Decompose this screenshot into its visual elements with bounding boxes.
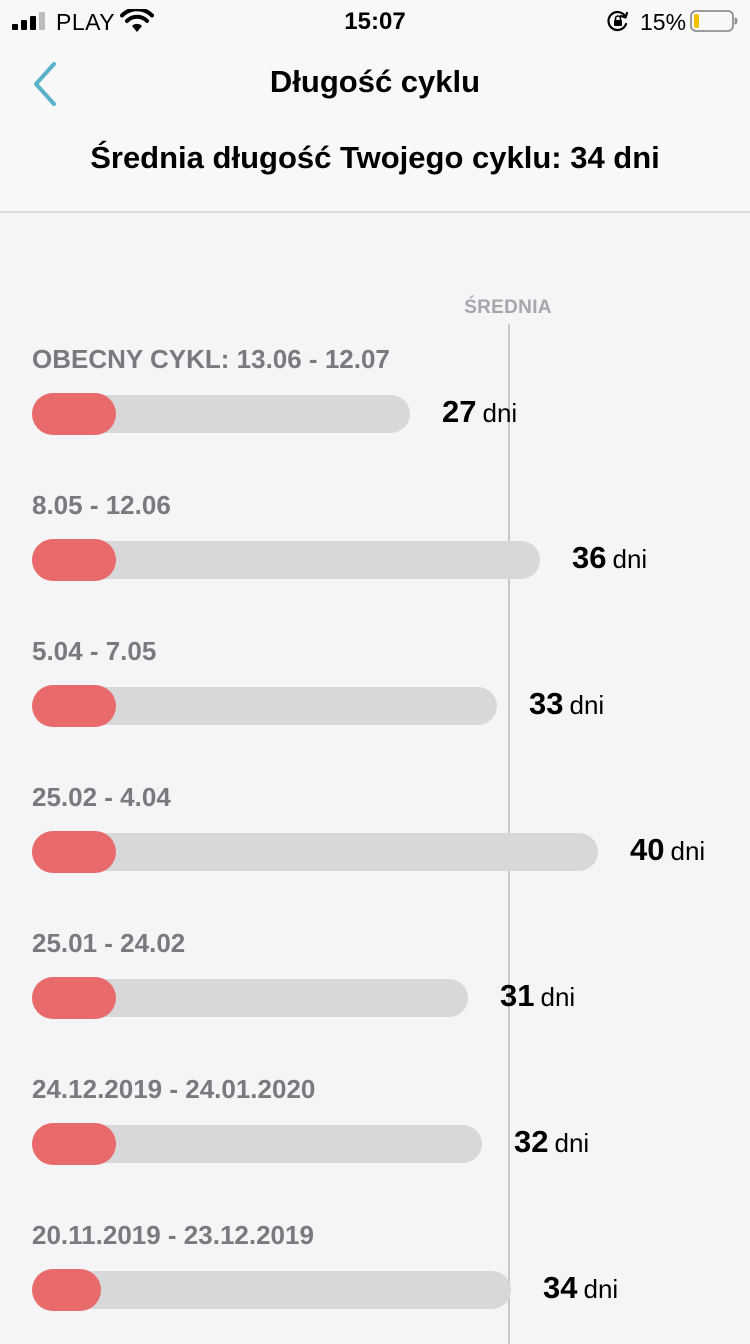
- cycle-length-bar: [32, 977, 468, 1019]
- cycle-row: 8.05 - 12.06 36 dni: [0, 490, 750, 610]
- cycle-date-range: OBECNY CYKL: 13.06 - 12.07: [32, 344, 390, 374]
- cycle-row: 5.04 - 7.05 33 dni: [0, 636, 750, 756]
- cycle-length-bar: [32, 539, 540, 581]
- cycle-length-value: 27 dni: [442, 394, 517, 430]
- period-segment: [32, 393, 116, 435]
- period-segment: [32, 831, 116, 873]
- cycle-date-range: 25.01 - 24.02: [32, 928, 186, 958]
- cycle-row: 20.11.2019 - 23.12.2019 34 dni: [0, 1220, 750, 1340]
- cycle-length-bar: [32, 685, 497, 727]
- cycle-row: OBECNY CYKL: 13.06 - 12.07 27 dni: [0, 344, 750, 464]
- status-time: 15:07: [344, 8, 406, 35]
- cycle-days-number: 34: [543, 1270, 578, 1305]
- cycle-days-unit: dni: [612, 544, 648, 574]
- cycle-length-value: 33 dni: [529, 686, 604, 722]
- cycle-days-number: 27: [442, 394, 477, 429]
- cycle-date-range: 20.11.2019 - 23.12.2019: [32, 1220, 314, 1250]
- average-label: ŚREDNIA: [464, 297, 552, 318]
- cycle-date-range: 24.12.2019 - 24.01.2020: [32, 1074, 316, 1104]
- cycle-days-number: 31: [500, 978, 535, 1013]
- cycle-length-bar: [32, 1123, 482, 1165]
- cycle-row: 24.12.2019 - 24.01.2020 32 dni: [0, 1074, 750, 1194]
- header: PLAY 15:07 15% Długość cyklu Średnia dłu…: [0, 0, 750, 213]
- period-segment: [32, 977, 116, 1019]
- cycle-days-number: 32: [514, 1124, 549, 1159]
- period-segment: [32, 539, 116, 581]
- cycle-days-unit: dni: [569, 690, 605, 720]
- cycle-length-bar: [32, 1269, 511, 1311]
- cycle-days-unit: dni: [670, 836, 706, 866]
- chevron-left-icon: [34, 62, 56, 106]
- cycle-days-unit: dni: [583, 1274, 619, 1304]
- cycle-days-unit: dni: [482, 398, 518, 428]
- cycle-row: 25.02 - 4.04 40 dni: [0, 782, 750, 902]
- cycle-row: 25.01 - 24.02 31 dni: [0, 928, 750, 1048]
- status-bar: PLAY 15:07 15%: [0, 0, 750, 42]
- cycle-length-value: 36 dni: [572, 540, 647, 576]
- page-title: Długość cyklu: [269, 64, 481, 99]
- cycle-date-range: 25.02 - 4.04: [32, 782, 171, 812]
- cycle-days-number: 36: [572, 540, 607, 575]
- carrier-name: PLAY: [56, 9, 116, 35]
- cycle-date-range: 5.04 - 7.05: [32, 636, 157, 666]
- orientation-lock-icon: [607, 10, 629, 32]
- cycle-length-value: 32 dni: [514, 1124, 589, 1160]
- cycle-length-value: 40 dni: [630, 832, 705, 868]
- wifi-icon: [120, 9, 154, 32]
- cycle-days-number: 40: [630, 832, 665, 867]
- period-segment: [32, 1123, 116, 1165]
- cycle-length-bar: [32, 831, 598, 873]
- signal-icon: [12, 12, 45, 30]
- cycle-chart: ŚREDNIA OBECNY CYKL: 13.06 - 12.07 27 dni 8…: [0, 213, 750, 1344]
- cycle-date-range: 8.05 - 12.06: [32, 490, 171, 520]
- battery-icon: [690, 10, 738, 32]
- cycle-length-value: 34 dni: [543, 1270, 618, 1306]
- average-cycle-summary: Średnia długość Twojego cyklu: 34 dni: [90, 140, 660, 175]
- cycle-days-unit: dni: [554, 1128, 590, 1158]
- cycle-days-unit: dni: [540, 982, 576, 1012]
- battery-percent: 15%: [640, 9, 687, 35]
- cycle-length-bar: [32, 393, 410, 435]
- cycle-length-value: 31 dni: [500, 978, 575, 1014]
- period-segment: [32, 685, 116, 727]
- period-segment: [32, 1269, 101, 1311]
- back-button[interactable]: [22, 56, 72, 112]
- cycle-days-number: 33: [529, 686, 564, 721]
